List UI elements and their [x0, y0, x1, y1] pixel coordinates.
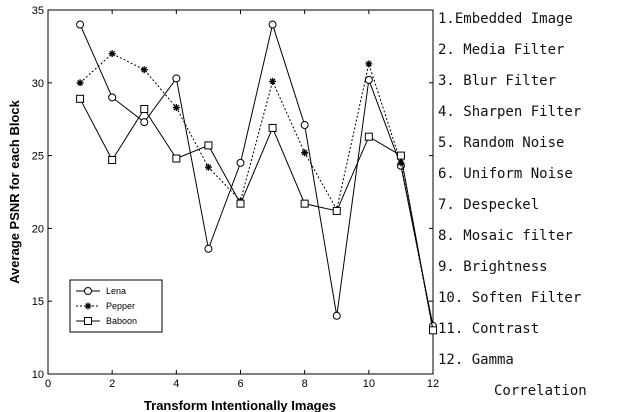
data-point-baboon [236, 199, 245, 208]
x-axis: 0 2 4 6 8 10 12 [45, 10, 439, 390]
data-point-pepper [76, 79, 84, 87]
data-point-baboon [396, 151, 405, 160]
legend: Lena Pepper Baboon [69, 279, 163, 333]
y-axis-title: Average PSNR for each Block [7, 99, 22, 284]
x-axis-title: Transform Intentionally Images [144, 398, 336, 412]
transform-list-item: 9. Brightness [438, 259, 548, 275]
data-point-pepper [269, 77, 277, 85]
series-layer [76, 20, 437, 335]
data-point-pepper [301, 149, 309, 157]
data-point-lena [236, 158, 245, 167]
data-point-pepper [140, 66, 148, 74]
x-tick-label: 6 [237, 378, 243, 390]
transform-list: 1.Embedded Image 2. Media Filter 3. Blur F… [438, 6, 636, 409]
transform-list-item: 4. Sharpen Filter [438, 104, 582, 120]
series-baboon [76, 94, 437, 335]
data-point-pepper [204, 163, 212, 171]
series-line [79, 98, 434, 331]
data-point-baboon [172, 154, 181, 163]
transform-list-item: 6. Uniform Noise [438, 166, 573, 182]
transform-list-item: 10. Soften Filter [438, 290, 582, 306]
legend-label: Baboon [106, 316, 137, 326]
transform-list-item: Correlation [494, 383, 587, 399]
transform-list-item: 7. Despeckel [438, 197, 540, 213]
data-point-lena [76, 20, 85, 29]
x-tick-label: 8 [302, 378, 308, 390]
transform-list-item: 3. Blur Filter [438, 73, 557, 89]
data-point-lena [300, 121, 309, 130]
x-tick-label: 0 [45, 378, 51, 390]
data-point-baboon [364, 132, 373, 141]
data-point-baboon [76, 94, 85, 103]
series-line [79, 53, 434, 331]
transform-list-item: 12. Gamma [438, 352, 514, 368]
data-point-baboon [268, 123, 277, 132]
x-tick-label: 4 [173, 378, 179, 390]
x-tick-label: 10 [363, 378, 375, 390]
data-point-lena [140, 118, 149, 127]
data-point-pepper [397, 159, 405, 167]
transform-list-item: 11. Contrast [438, 321, 540, 337]
legend-marker [84, 287, 92, 295]
y-tick-label: 25 [32, 151, 44, 163]
y-tick-label: 20 [32, 223, 44, 235]
data-point-lena [108, 93, 117, 102]
data-point-pepper [108, 50, 116, 58]
data-point-pepper [365, 60, 373, 68]
transform-list-item: 8. Mosaic filter [438, 228, 573, 244]
transform-list-item: 5. Random Noise [438, 135, 565, 151]
data-point-lena [332, 311, 341, 320]
data-point-baboon [332, 206, 341, 215]
data-point-baboon [204, 141, 213, 150]
data-point-lena [364, 75, 373, 84]
y-axis: 10 15 20 25 30 35 [32, 5, 433, 381]
data-point-lena [204, 244, 213, 253]
transform-list-item: 1.Embedded Image [438, 11, 573, 27]
data-point-baboon [300, 199, 309, 208]
data-point-baboon [429, 326, 437, 335]
psnr-line-chart: 0 2 4 6 8 10 12 10 15 20 25 30 35 Transform Intenti… [7, 5, 439, 412]
y-tick-label: 30 [32, 78, 44, 90]
transform-list-item: 2. Media Filter [438, 42, 565, 58]
data-point-baboon [108, 155, 117, 164]
y-tick-label: 15 [32, 296, 44, 308]
y-tick-label: 35 [32, 5, 44, 17]
data-point-lena [268, 20, 277, 29]
legend-label: Lena [106, 286, 126, 296]
legend-marker [84, 302, 92, 310]
legend-label: Pepper [106, 301, 135, 311]
x-tick-label: 2 [109, 378, 115, 390]
data-point-lena [172, 74, 181, 83]
y-tick-label: 10 [32, 369, 44, 381]
legend-marker [84, 317, 92, 325]
x-tick-label: 12 [427, 378, 439, 390]
data-point-baboon [140, 105, 149, 114]
data-point-pepper [172, 104, 180, 112]
